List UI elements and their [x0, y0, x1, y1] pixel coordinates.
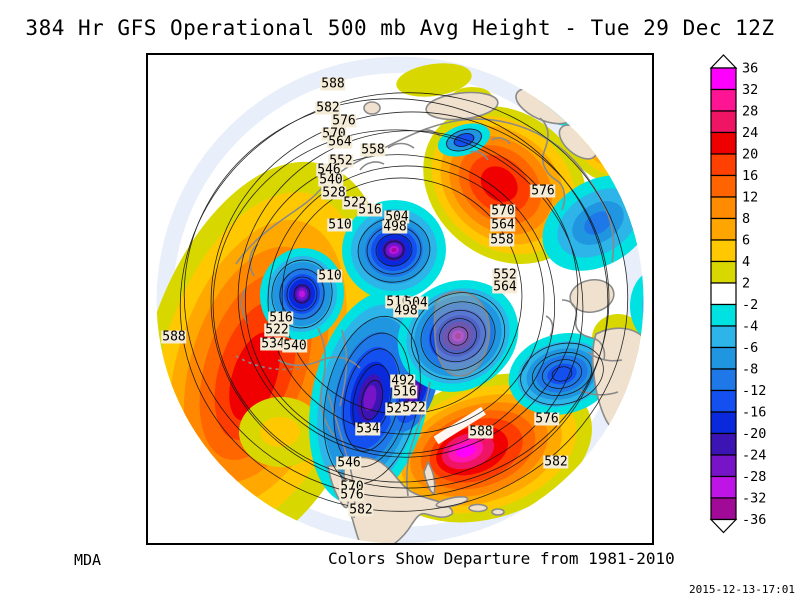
colorbar-tick: 6 [742, 233, 750, 249]
colorbar-segment [711, 133, 736, 155]
colorbar-tick: 36 [742, 61, 758, 77]
colorbar-tick: -36 [742, 512, 766, 528]
colorbar-segment [711, 498, 736, 520]
colorbar-segment [711, 154, 736, 176]
colorbar: 36 32 28 24 20 16 12 8 6 4 2 -2 -4 -6 -8 -12 -16 -20 -24 -2… [709, 54, 799, 554]
polar-map [148, 55, 652, 543]
colorbar-tick: 12 [742, 190, 758, 206]
brand-label: MDA [74, 551, 101, 569]
colorbar-arrow-down [711, 520, 736, 533]
colorbar-tick: 24 [742, 125, 758, 141]
colorbar-segment [711, 369, 736, 391]
page-title: 384 Hr GFS Operational 500 mb Avg Height… [0, 16, 800, 40]
colorbar-tick: -32 [742, 491, 766, 507]
colorbar-segment [711, 197, 736, 219]
colorbar-tick: -28 [742, 469, 766, 485]
colorbar-segment [711, 283, 736, 305]
colorbar-segment [711, 305, 736, 327]
colorbar-tick: -8 [742, 362, 758, 378]
colorbar-tick: -16 [742, 405, 766, 421]
colorbar-segment [711, 412, 736, 434]
colorbar-tick: -12 [742, 383, 766, 399]
colorbar-segment [711, 391, 736, 413]
colorbar-tick: 8 [742, 211, 750, 227]
colorbar-segment [711, 455, 736, 477]
colorbar-tick: 32 [742, 82, 758, 98]
colorbar-arrow-up [711, 55, 736, 68]
timestamp: 2015-12-13-17:01 [689, 583, 795, 596]
colorbar-segment [711, 348, 736, 370]
colorbar-tick: -2 [742, 297, 758, 313]
colorbar-tick: 2 [742, 276, 750, 292]
colorbar-segment [711, 111, 736, 133]
colorbar-segment [711, 240, 736, 262]
colorbar-segment [711, 434, 736, 456]
colorbar-segment [711, 262, 736, 284]
colorbar-tick: 16 [742, 168, 758, 184]
map-frame [146, 53, 654, 545]
colorbar-tick: -20 [742, 426, 766, 442]
colorbar-tick: -4 [742, 319, 758, 335]
colorbar-tick: 20 [742, 147, 758, 163]
colorbar-svg: 36 32 28 24 20 16 12 8 6 4 2 -2 -4 -6 -8 -12 -16 -20 -24 -2… [709, 54, 799, 554]
colorbar-segment [711, 219, 736, 241]
colorbar-segment [711, 326, 736, 348]
colorbar-tick: -6 [742, 340, 758, 356]
colorbar-tick: -24 [742, 448, 766, 464]
colorbar-tick: 28 [742, 104, 758, 120]
colorbar-segment [711, 176, 736, 198]
colorbar-tick: 4 [742, 254, 750, 270]
colorbar-segment [711, 68, 736, 90]
caption: Colors Show Departure from 1981-2010 [328, 549, 675, 568]
colorbar-segment [711, 90, 736, 112]
colorbar-segment [711, 477, 736, 499]
